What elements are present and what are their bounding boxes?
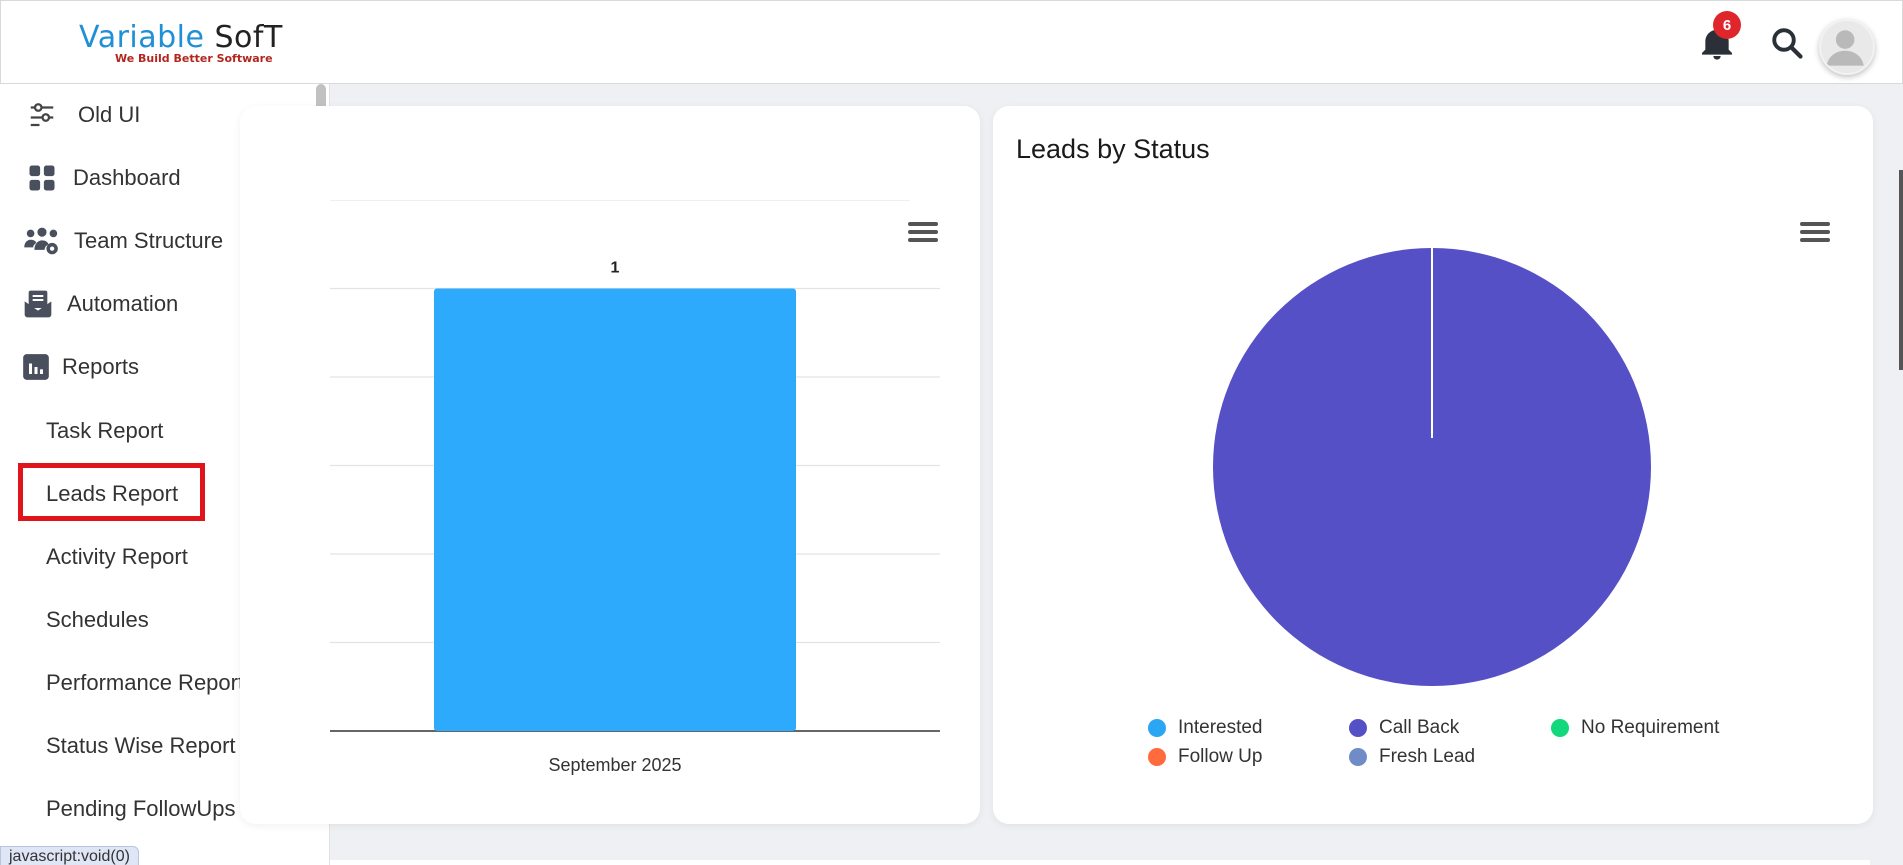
search-icon[interactable] [1769,25,1805,61]
sidebar-subitem-status-wise-report[interactable]: Status Wise Report [46,733,236,758]
chart-menu-icon[interactable] [908,222,938,246]
legend-label: Fresh Lead [1379,746,1476,767]
legend-label: Interested [1178,717,1263,738]
pie-slice[interactable] [1213,248,1651,686]
team-gear-icon [22,221,62,261]
legend-item[interactable]: Follow Up [1148,746,1262,768]
legend-label: Call Back [1379,717,1460,738]
sidebar-item-label: Team Structure [74,228,224,253]
brand-logo[interactable]: Variable SofT We Build Better Software [79,20,283,66]
legend-item[interactable]: Fresh Lead [1349,746,1475,768]
envelope-icon [18,284,58,324]
notification-badge: 6 [1713,11,1741,39]
legend-marker [1148,719,1166,737]
user-avatar[interactable] [1819,19,1875,75]
bar-chart-icon [16,347,56,387]
sidebar-subitem-schedules[interactable]: Schedules [46,607,149,632]
chart-menu-icon[interactable] [1800,222,1830,246]
pie-chart [1213,248,1651,686]
pie-chart-title: Leads by Status [1016,134,1210,164]
legend-marker [1148,748,1166,766]
legend-marker [1551,719,1569,737]
legend-item[interactable]: Call Back [1349,717,1459,739]
status-bar-url: javascript:void(0) [0,846,139,865]
sidebar-subitem-pending-followups[interactable]: Pending FollowUps [46,796,236,821]
sidebar-item-automation[interactable]: Automation [0,276,316,332]
sidebar-subitem-task-report[interactable]: Task Report [46,418,164,443]
sidebar-item-dashboard[interactable]: Dashboard [0,150,316,206]
sidebar-item-label: Automation [67,291,179,316]
sidebar-subitem-performance-report[interactable]: Performance Report [46,670,245,695]
bar-data-label: 1 [611,260,620,277]
x-tick-label: September 2025 [548,755,681,775]
brand-name-part2: SofT [214,20,283,55]
legend-item[interactable]: No Requirement [1551,717,1719,739]
next-card-edge [330,860,1870,865]
top-bar: Variable SofT We Build Better Software 6 [0,0,1903,84]
sliders-icon [22,95,62,135]
sidebar-item-reports[interactable]: Reports [0,339,316,395]
sidebar-subitem-leads-report[interactable]: Leads Report [46,481,179,506]
legend-item[interactable]: Interested [1148,717,1263,739]
sidebar-subitem-activity-report[interactable]: Activity Report [46,544,188,569]
brand-tagline: We Build Better Software [115,52,273,65]
brand-name-part1: Variable [79,20,205,55]
page-scrollbar-edge [1899,170,1903,370]
selection-highlight-box [18,463,205,521]
sidebar-item-team-structure[interactable]: Team Structure [0,213,316,269]
sidebar-item-old-ui[interactable]: Old UI [0,87,316,143]
sidebar-item-label: Old UI [78,102,141,127]
grid-icon [22,158,62,198]
sidebar-item-label: Dashboard [73,165,181,190]
bar-chart: 1 September 2025 [330,200,940,775]
legend-label: Follow Up [1178,746,1263,767]
legend-marker [1349,719,1367,737]
bar[interactable] [434,288,796,732]
legend-marker [1349,748,1367,766]
sidebar-item-label: Reports [62,354,140,379]
legend-label: No Requirement [1581,717,1720,738]
